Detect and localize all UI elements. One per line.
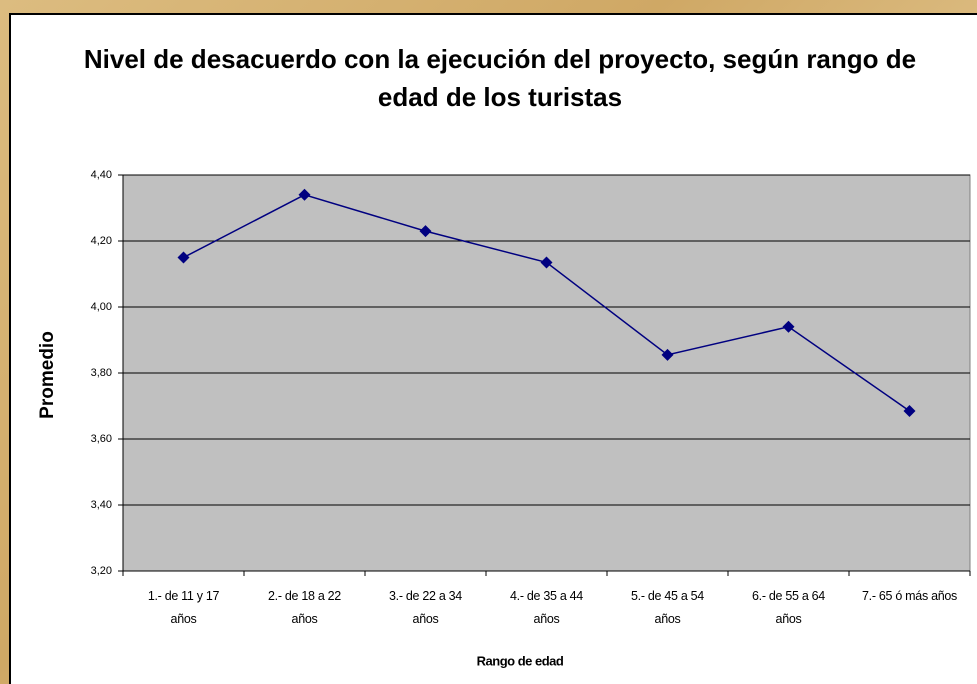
y-tick-label: 3,40 [91,499,112,511]
y-tick-label: 3,80 [91,367,112,379]
marker [661,348,674,361]
x-tick-label: 5.- de 45 a 54 años [631,589,704,626]
x-tick-label: 7.- 65 ó más años [862,589,957,603]
y-tick-label: 4,20 [91,235,112,247]
y-tick-label: 4,40 [91,169,112,181]
x-tick-label: 3.- de 22 a 34 años [389,589,462,626]
x-axis-label: Rango de edad [477,653,564,668]
marker [903,404,916,417]
marker [540,256,553,269]
x-tick-label: 6.- de 55 a 64 años [752,589,825,626]
y-tick-label: 3,20 [91,565,112,577]
y-axis-label: Promedio [37,331,58,419]
y-tick-label: 3,60 [91,433,112,445]
marker [419,225,432,238]
y-tick-label: 4,00 [91,301,112,313]
x-tick-label: 1.- de 11 y 17 años [147,589,220,626]
x-tick-label: 2.- de 18 a 22 años [268,589,341,626]
chart-title: Nivel de desacuerdo con la ejecución del… [83,44,917,112]
marker [177,251,190,264]
x-tick-label: 4.- de 35 a 44 años [510,589,583,626]
marker [298,188,311,201]
marker [782,320,795,333]
